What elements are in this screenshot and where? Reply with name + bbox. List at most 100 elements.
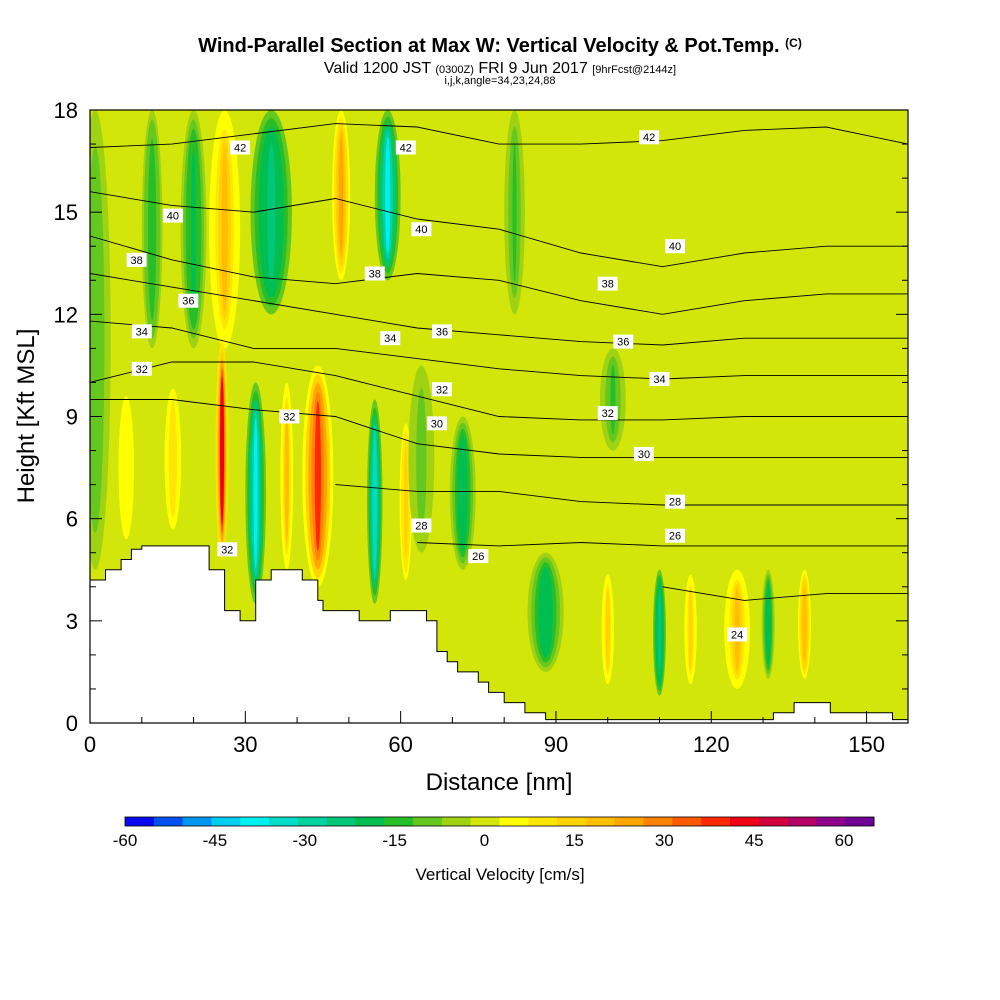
colorbar-swatch xyxy=(845,817,875,826)
contour-label-box xyxy=(364,266,385,281)
contour-label-28: 28 xyxy=(415,520,427,532)
contour-labels: 42 42 42 40 40 40 38 38 38 36 36 36 34 34 34 32 32 32 30 30… xyxy=(126,130,748,642)
colorbar-tick-label: 45 xyxy=(745,831,764,850)
velocity-cell-24 xyxy=(766,587,771,662)
contour-label-box xyxy=(131,361,152,376)
theta-contour-40 xyxy=(90,191,908,268)
colorbar-swatch xyxy=(355,817,385,826)
colorbar-swatch xyxy=(816,817,846,826)
colorbar-tick-label: 30 xyxy=(655,831,674,850)
contour-label-32: 32 xyxy=(283,412,295,424)
theta-contour-38 xyxy=(90,235,908,315)
colorbar-swatch xyxy=(557,817,587,826)
x-tick-label: 120 xyxy=(693,732,730,757)
velocity-cell-3 xyxy=(170,406,175,512)
colorbar: -60 -45 -30 -15 0 15 30 45 60 xyxy=(113,816,875,850)
theta-contour-30 xyxy=(90,399,908,458)
contour-label-38: 38 xyxy=(369,268,381,280)
contour-label-box xyxy=(230,140,251,155)
contour-label-32: 32 xyxy=(221,544,233,556)
contour-label-28: 28 xyxy=(669,497,681,509)
contour-label-38: 38 xyxy=(602,279,614,291)
colorbar-swatch xyxy=(441,817,472,826)
x-tick-label: 90 xyxy=(544,732,568,757)
contour-label-box xyxy=(279,409,300,424)
velocity-cell-6 xyxy=(220,376,225,525)
colorbar-swatch xyxy=(182,817,212,826)
contour-label-box xyxy=(665,239,686,254)
colorbar-tick-label: 0 xyxy=(480,831,489,850)
velocity-cell-2 xyxy=(150,148,155,311)
contour-label-32: 32 xyxy=(602,408,614,420)
contour-label-box xyxy=(597,406,618,421)
x-tick-label: 0 xyxy=(84,732,96,757)
contour-label-36: 36 xyxy=(182,296,194,308)
velocity-cell-7 xyxy=(253,417,258,569)
y-tick-label: 15 xyxy=(54,200,78,225)
velocity-cell-25 xyxy=(802,587,807,662)
colorbar-swatch xyxy=(643,817,673,826)
contour-label-30: 30 xyxy=(638,449,650,461)
grid-indices-line: i,j,k,angle=34,23,24,88 xyxy=(444,75,556,87)
colorbar-tick-label: 15 xyxy=(565,831,584,850)
colorbar-swatch xyxy=(499,817,529,826)
colorbar-frame xyxy=(124,816,875,827)
velocity-cell-16 xyxy=(460,441,466,546)
colorbar-swatch xyxy=(240,817,270,826)
colorbar-swatch xyxy=(297,817,328,826)
colorbar-swatch xyxy=(125,817,155,826)
colorbar-swatch xyxy=(787,817,817,826)
velocity-cell-20 xyxy=(605,588,610,670)
y-tick-label: 18 xyxy=(54,98,78,123)
contour-label-box xyxy=(126,252,147,267)
contour-label-box xyxy=(411,518,432,533)
contour-label-box xyxy=(380,331,401,346)
velocity-cell-18 xyxy=(541,571,550,653)
theta-contour-26 xyxy=(417,542,908,547)
contour-label-box xyxy=(727,627,748,642)
contour-label-box xyxy=(131,324,152,339)
colorbar-tick-label: -30 xyxy=(292,831,317,850)
contour-label-26: 26 xyxy=(669,531,681,543)
colorbar-swatch xyxy=(413,817,443,826)
terrain xyxy=(90,545,908,723)
contour-label-box xyxy=(613,334,634,349)
y-tick-label: 6 xyxy=(66,507,78,532)
velocity-cell-12 xyxy=(372,432,377,572)
velocity-cell-11 xyxy=(339,137,344,254)
x-tick-label: 60 xyxy=(388,732,412,757)
colorbar-swatch xyxy=(672,817,702,826)
velocity-cell-26 xyxy=(738,187,747,373)
y-tick-label: 0 xyxy=(66,711,78,736)
theta-contour-34 xyxy=(90,320,908,380)
x-axis-label: Distance [nm] xyxy=(426,769,573,796)
colorbar-tick-label: -45 xyxy=(203,831,228,850)
colorbar-tick-label: 60 xyxy=(835,831,854,850)
colorbar-swatch xyxy=(470,817,500,826)
velocity-cell-5 xyxy=(221,148,228,311)
contour-label-26: 26 xyxy=(472,551,484,563)
contour-label-42: 42 xyxy=(643,132,655,144)
title-main: Wind-Parallel Section at Max W: Vertical… xyxy=(198,35,780,57)
theta-contour-24 xyxy=(662,586,908,601)
velocity-cell-4 xyxy=(190,148,197,311)
contour-label-box xyxy=(665,528,686,543)
contour-label-box xyxy=(178,293,199,308)
velocity-cell-21 xyxy=(657,589,662,676)
contour-label-30: 30 xyxy=(431,418,443,430)
contour-label-40: 40 xyxy=(167,211,179,223)
chart-title: Wind-Parallel Section at Max W: Vertical… xyxy=(0,35,1000,58)
contour-label-box xyxy=(597,276,618,291)
velocity-cell-13 xyxy=(385,137,391,254)
contour-label-34: 34 xyxy=(384,333,396,345)
contour-label-36: 36 xyxy=(617,337,629,349)
velocity-cell-19 xyxy=(610,364,616,435)
velocity-cell-22 xyxy=(688,588,693,670)
colorbar-swatch xyxy=(701,817,731,826)
contour-label-34: 34 xyxy=(653,374,665,386)
colorbar-swatch xyxy=(269,817,299,826)
contour-label-box xyxy=(468,549,489,564)
contour-label-40: 40 xyxy=(669,241,681,253)
valid-time-a: Valid 1200 JST xyxy=(323,60,431,77)
